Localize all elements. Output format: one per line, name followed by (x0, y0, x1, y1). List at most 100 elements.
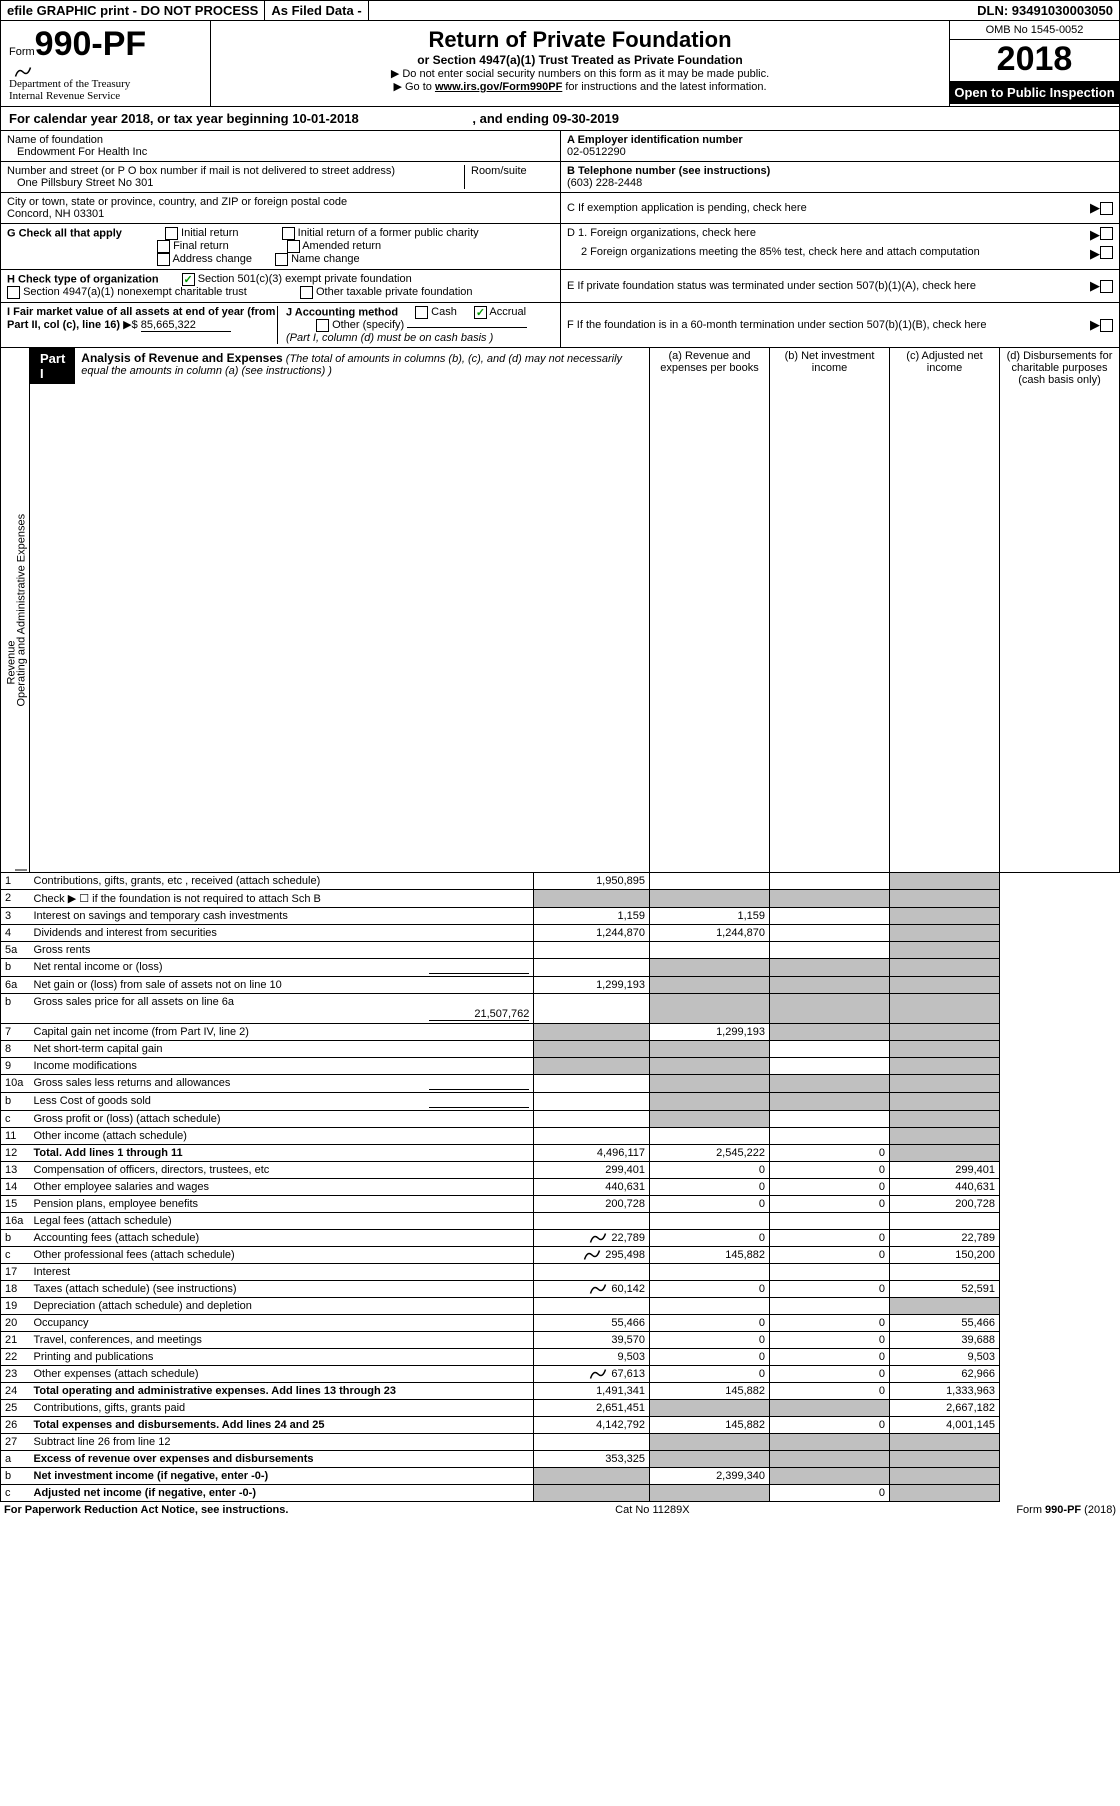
line-desc: Gross sales less returns and allowances (30, 1075, 534, 1093)
table-row: 1Contributions, gifts, grants, etc , rec… (1, 873, 1120, 890)
table-row: 15Pension plans, employee benefits200,72… (1, 1196, 1120, 1213)
cell-value: 0 (650, 1179, 770, 1196)
cell-value (650, 1485, 770, 1502)
g-initial-checkbox[interactable] (165, 227, 178, 240)
d2-checkbox[interactable] (1100, 246, 1113, 259)
h-other-checkbox[interactable] (300, 286, 313, 299)
col-d-header: (d) Disbursements for charitable purpose… (1000, 348, 1120, 873)
line-number: 12 (1, 1145, 30, 1162)
cell-value: 299,401 (534, 1162, 650, 1179)
g-final-checkbox[interactable] (157, 240, 170, 253)
cell-value: 145,882 (650, 1383, 770, 1400)
form-number: 990-PF (35, 25, 147, 63)
g-name-checkbox[interactable] (275, 253, 288, 266)
line-desc: Gross profit or (loss) (attach schedule) (30, 1111, 534, 1128)
cell-value (770, 1111, 890, 1128)
cell-value: 2,667,182 (890, 1400, 1000, 1417)
table-row: 2Check ▶ ☐ if the foundation is not requ… (1, 890, 1120, 908)
g-address-checkbox[interactable] (157, 253, 170, 266)
table-row: 25Contributions, gifts, grants paid2,651… (1, 1400, 1120, 1417)
cell-value (890, 959, 1000, 977)
cell-value (770, 959, 890, 977)
g-amended-checkbox[interactable] (287, 240, 300, 253)
c-checkbox[interactable] (1100, 202, 1113, 215)
cell-value (650, 1058, 770, 1075)
line-number: b (1, 1230, 30, 1247)
cell-value (890, 1041, 1000, 1058)
f-label: F If the foundation is in a 60-month ter… (567, 319, 1090, 331)
j-cash-checkbox[interactable] (415, 306, 428, 319)
cell-value: 0 (650, 1366, 770, 1383)
cell-value (770, 1434, 890, 1451)
line-number: b (1, 1093, 30, 1111)
attachment-icon (582, 1249, 602, 1261)
line-number: c (1, 1247, 30, 1264)
address-label: Number and street (or P O box number if … (7, 165, 395, 177)
cell-value (890, 908, 1000, 925)
g-initial-former-checkbox[interactable] (282, 227, 295, 240)
e-label: E If private foundation status was termi… (567, 280, 1090, 292)
d1-label: D 1. Foreign organizations, check here (567, 227, 1090, 243)
line-number: b (1, 959, 30, 977)
info-section: Name of foundation Endowment For Health … (0, 131, 1120, 348)
col-a-header: (a) Revenue and expenses per books (650, 348, 770, 873)
table-row: cGross profit or (loss) (attach schedule… (1, 1111, 1120, 1128)
cell-value (770, 1400, 890, 1417)
table-row: bAccounting fees (attach schedule) 22,78… (1, 1230, 1120, 1247)
topbar: efile GRAPHIC print - DO NOT PROCESS As … (0, 0, 1120, 21)
cell-value (770, 942, 890, 959)
line-number: 17 (1, 1264, 30, 1281)
cell-value (890, 1434, 1000, 1451)
instr-ssn: ▶ Do not enter social security numbers o… (217, 67, 943, 80)
cell-value: 200,728 (534, 1196, 650, 1213)
line-number: 14 (1, 1179, 30, 1196)
cell-value (890, 1024, 1000, 1041)
cell-value (890, 1451, 1000, 1468)
cell-value (534, 1075, 650, 1093)
footer-mid: Cat No 11289X (615, 1504, 689, 1516)
j-other-checkbox[interactable] (316, 319, 329, 332)
table-row: bNet rental income or (loss) (1, 959, 1120, 977)
cell-value (650, 977, 770, 994)
form-header: Form990-PF Department of the Treasury In… (0, 21, 1120, 107)
cell-value (890, 994, 1000, 1024)
line-number: 27 (1, 1434, 30, 1451)
city-label: City or town, state or province, country… (7, 196, 347, 208)
h-501-checkbox[interactable]: ✓ (182, 273, 195, 286)
table-row: 27Subtract line 26 from line 12 (1, 1434, 1120, 1451)
cell-value (650, 1451, 770, 1468)
cell-value (890, 1075, 1000, 1093)
calendar-year-row: For calendar year 2018, or tax year begi… (0, 107, 1120, 131)
j-accrual-checkbox[interactable]: ✓ (474, 306, 487, 319)
footer-left: For Paperwork Reduction Act Notice, see … (4, 1504, 288, 1516)
cell-value: 39,688 (890, 1332, 1000, 1349)
cell-value (534, 994, 650, 1024)
instructions-link[interactable]: www.irs.gov/Form990PF (435, 81, 562, 93)
cell-value (890, 1128, 1000, 1145)
d1-checkbox[interactable] (1100, 227, 1113, 240)
cell-value (650, 890, 770, 908)
line-number: 7 (1, 1024, 30, 1041)
col-c-header: (c) Adjusted net income (890, 348, 1000, 873)
line-number: 25 (1, 1400, 30, 1417)
cell-value (650, 1298, 770, 1315)
table-row: 23Other expenses (attach schedule) 67,61… (1, 1366, 1120, 1383)
cell-value (650, 1434, 770, 1451)
attachment-icon (588, 1283, 608, 1295)
e-checkbox[interactable] (1100, 280, 1113, 293)
d2-label: 2 Foreign organizations meeting the 85% … (567, 246, 1090, 262)
line-desc: Pension plans, employee benefits (30, 1196, 534, 1213)
col-b-header: (b) Net investment income (770, 348, 890, 873)
cell-value (770, 1264, 890, 1281)
cell-value (770, 1075, 890, 1093)
h-4947-checkbox[interactable] (7, 286, 20, 299)
cell-value (770, 873, 890, 890)
cell-value (890, 1058, 1000, 1075)
cell-value (534, 1111, 650, 1128)
f-checkbox[interactable] (1100, 319, 1113, 332)
open-to-public: Open to Public Inspection (950, 81, 1119, 104)
cell-value: 9,503 (890, 1349, 1000, 1366)
cell-value (770, 1128, 890, 1145)
line-number: 5a (1, 942, 30, 959)
line-desc: Dividends and interest from securities (30, 925, 534, 942)
